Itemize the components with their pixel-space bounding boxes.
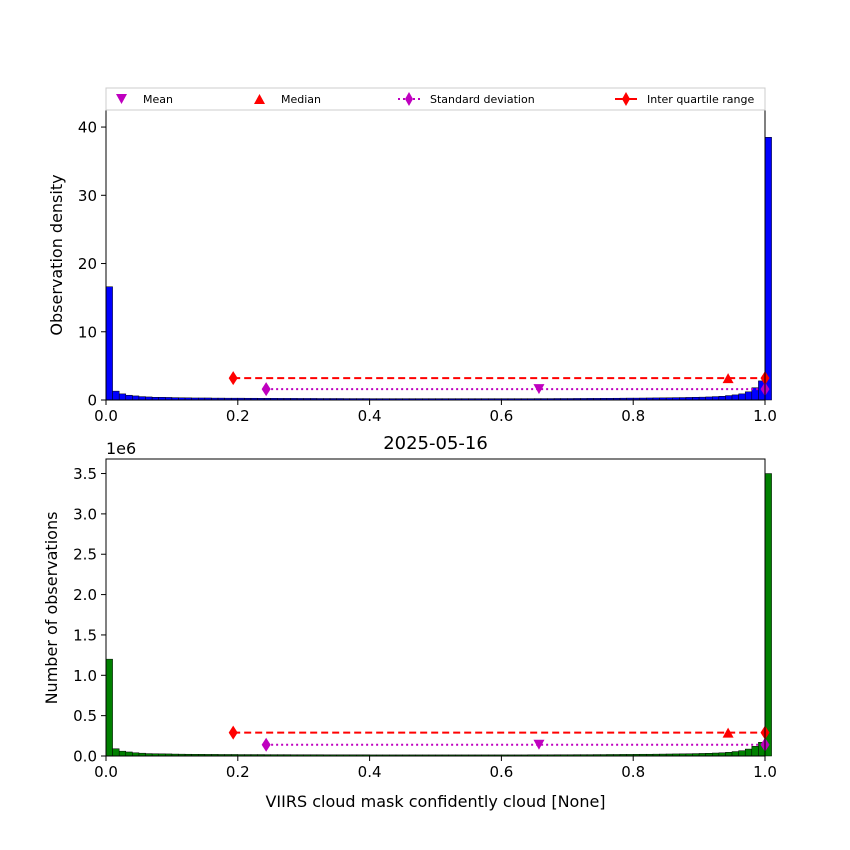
y-tick-label: 30 [78, 187, 97, 205]
density-x-axis: 0.0 0.2 0.4 0.6 0.8 1.0 [94, 400, 777, 425]
x-tick-label: 0.6 [489, 407, 513, 425]
histogram-bar [764, 137, 772, 401]
histogram-bar [112, 390, 120, 401]
median-marker [722, 727, 734, 738]
y-tick-label: 1.5 [73, 626, 97, 644]
y-tick-label: 40 [78, 119, 97, 137]
x-tick-label: 0.2 [226, 763, 250, 781]
mean-marker [533, 739, 545, 750]
count-chart: 2025-05-16 1e6 0.0 0.2 0.4 0.6 0.8 1.0 0.0 0.5… [42, 433, 777, 811]
x-tick-label: 0.0 [94, 763, 118, 781]
y-tick-label: 0.0 [73, 748, 97, 766]
histogram-bar [725, 395, 733, 401]
x-tick-label: 0.4 [358, 407, 382, 425]
histogram-bar [125, 751, 133, 757]
x-tick-label: 1.0 [753, 407, 777, 425]
y-tick-label: 0 [87, 392, 97, 410]
y-tick-label: 3.0 [73, 505, 97, 523]
std-diamond-icon [405, 92, 413, 106]
histogram-bar [138, 396, 146, 401]
histogram-bar [105, 658, 113, 757]
y-tick-label: 3.5 [73, 465, 97, 483]
histogram-bar [731, 751, 739, 757]
x-tick-label: 0.8 [621, 763, 645, 781]
iqr-marker [228, 371, 238, 386]
histogram-bar [118, 750, 127, 757]
density-y-label: Observation density [47, 174, 66, 335]
histogram-bar [132, 395, 140, 401]
histogram-bar [112, 748, 120, 757]
histogram-bar [712, 396, 720, 401]
iqr-diamond-icon [622, 92, 630, 106]
count-x-axis: 0.0 0.2 0.4 0.6 0.8 1.0 [94, 756, 777, 781]
legend-label-mean: Mean [143, 93, 173, 106]
density-y-axis: 0 10 20 30 40 [78, 119, 106, 410]
median-marker-icon [254, 94, 265, 104]
y-tick-label: 10 [78, 323, 97, 341]
count-bars [105, 473, 772, 757]
legend: Mean Median Standard deviation Inter qua… [105, 87, 766, 111]
histogram-bar [764, 473, 772, 757]
count-y-label: Number of observations [42, 512, 61, 705]
count-offset-text: 1e6 [106, 439, 136, 458]
count-x-label: VIIRS cloud mask confidently cloud [None… [265, 792, 605, 811]
x-tick-label: 1.0 [753, 763, 777, 781]
median-marker [722, 373, 734, 384]
histogram-bar [118, 393, 127, 401]
legend-entry-median: Median [254, 93, 321, 106]
legend-label-std: Standard deviation [430, 93, 535, 106]
legend-box [105, 87, 766, 111]
mean-marker-icon [116, 94, 127, 104]
density-chart: 0.0 0.2 0.4 0.6 0.8 1.0 0 10 20 30 40 Observation… [47, 109, 777, 425]
legend-entry-iqr: Inter quartile range [615, 92, 754, 106]
x-tick-label: 0.6 [489, 763, 513, 781]
x-tick-label: 0.2 [226, 407, 250, 425]
histogram-bar [718, 395, 726, 401]
mean-marker [533, 384, 545, 395]
histogram-bar [731, 394, 739, 401]
legend-entry-mean: Mean [116, 93, 173, 106]
histogram-bar [725, 752, 733, 757]
legend-label-median: Median [281, 93, 321, 106]
histogram-bar [751, 746, 759, 757]
x-tick-label: 0.8 [621, 407, 645, 425]
density-stat-markers [228, 371, 770, 397]
y-tick-label: 1.0 [73, 667, 97, 685]
std-marker [261, 737, 271, 752]
histogram-bar [105, 286, 113, 401]
histogram-bar [744, 391, 753, 401]
iqr-marker [228, 725, 238, 740]
count-plot-frame [105, 458, 766, 757]
y-tick-label: 20 [78, 255, 97, 273]
std-marker [261, 382, 271, 397]
histogram-bar [738, 393, 746, 401]
legend-label-iqr: Inter quartile range [647, 93, 754, 106]
histogram-bar [125, 394, 133, 401]
y-tick-label: 2.0 [73, 586, 97, 604]
count-y-axis: 0.0 0.5 1.0 1.5 2.0 2.5 3.0 3.5 [73, 465, 106, 766]
x-tick-label: 0.0 [94, 407, 118, 425]
y-tick-label: 2.5 [73, 546, 97, 564]
legend-entry-std: Standard deviation [398, 92, 535, 106]
x-tick-label: 0.4 [358, 763, 382, 781]
y-tick-label: 0.5 [73, 707, 97, 725]
count-chart-title: 2025-05-16 [383, 433, 488, 454]
histogram-bar [738, 750, 746, 757]
histogram-bar [744, 748, 753, 757]
